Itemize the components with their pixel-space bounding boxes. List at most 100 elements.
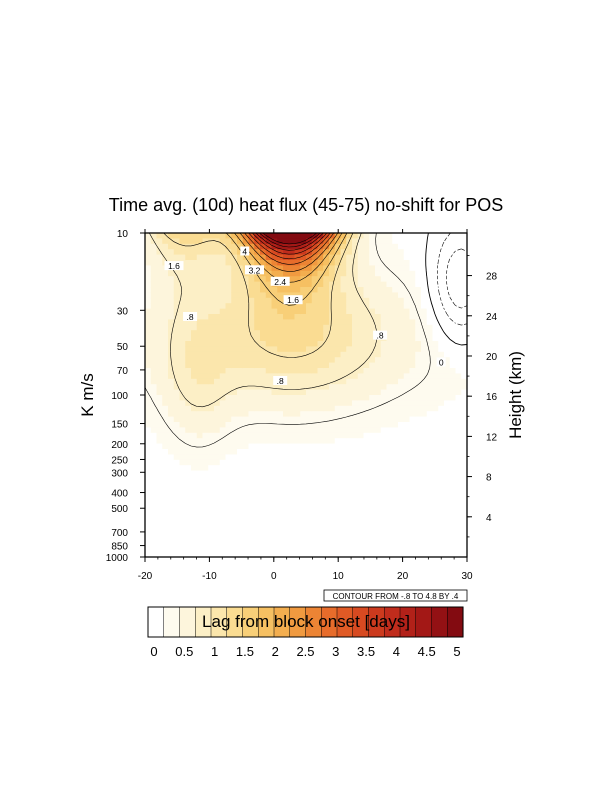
heatmap-cell (260, 346, 267, 353)
heatmap-cell (329, 459, 336, 466)
height-tick-label: 28 (486, 272, 498, 283)
heatmap-cell (409, 530, 416, 536)
heatmap-cell (398, 503, 405, 509)
heatmap-cell (386, 465, 393, 472)
heatmap-cell (294, 319, 301, 326)
heatmap-cell (398, 443, 405, 450)
heatmap-cell (214, 400, 221, 407)
heatmap-cell (357, 351, 365, 358)
heatmap-cell (208, 395, 215, 401)
heatmap-cell (334, 546, 342, 553)
heatmap-cell (386, 335, 393, 342)
heatmap-cell (260, 513, 267, 520)
heatmap-cell (196, 335, 204, 342)
heatmap-cell (162, 486, 169, 493)
heatmap-cell (202, 287, 209, 293)
heatmap-cell (357, 459, 365, 466)
heatmap-cell (334, 238, 342, 245)
heatmap-cell (415, 335, 422, 342)
heatmap-cell (444, 233, 451, 239)
heatmap-cell (150, 546, 158, 553)
heatmap-cell (225, 378, 232, 385)
heatmap-cell (156, 486, 163, 493)
heatmap-cell (300, 411, 307, 418)
heatmap-cell (375, 373, 382, 380)
heatmap-cell (317, 411, 324, 418)
heatmap-cell (398, 389, 405, 396)
heatmap-cell (173, 486, 181, 493)
heatmap-cell (311, 314, 319, 320)
contour-label: .8 (277, 376, 284, 386)
heatmap-cell (415, 308, 422, 315)
heatmap-cell (340, 438, 347, 445)
heatmap-cell (179, 454, 186, 461)
heatmap-cell (254, 459, 261, 466)
heatmap-cell (225, 551, 232, 557)
heatmap-cell (265, 384, 273, 391)
heatmap-cell (449, 308, 457, 315)
heatmap-cell (219, 470, 227, 477)
heatmap-cell (311, 438, 319, 445)
heatmap-cell (294, 432, 301, 439)
heatmap-cell (346, 508, 353, 515)
heatmap-cell (248, 432, 255, 439)
heatmap-cell (214, 389, 221, 396)
heatmap-cell (191, 551, 198, 557)
heatmap-cell (156, 276, 163, 283)
heatmap-cell (283, 249, 290, 256)
heatmap-cell (421, 351, 428, 358)
heatmap-cell (461, 335, 467, 342)
heatmap-cell (461, 346, 467, 353)
heatmap-cell (271, 454, 278, 461)
heatmap-cell (185, 416, 192, 423)
heatmap-cell (449, 486, 457, 493)
heatmap-cell (150, 341, 158, 347)
heatmap-cell (283, 308, 290, 315)
heatmap-cell (403, 481, 411, 488)
heatmap-cell (306, 270, 313, 277)
heatmap-cell (288, 238, 296, 245)
heatmap-cell (300, 281, 307, 288)
heatmap-cell (403, 427, 411, 434)
heatmap-cell (219, 416, 227, 423)
heatmap-cell (438, 330, 445, 337)
heatmap-cell (231, 254, 238, 261)
heatmap-cell (219, 314, 227, 320)
heatmap-cell (168, 449, 175, 455)
heatmap-cell (392, 513, 399, 520)
heatmap-cell (300, 276, 307, 283)
heatmap-cell (346, 443, 353, 450)
heatmap-cell (386, 432, 393, 439)
heatmap-cell (311, 351, 319, 358)
heatmap-cell (461, 416, 467, 423)
heatmap-cell (352, 519, 359, 526)
heatmap-cell (185, 335, 192, 342)
heatmap-cell (380, 373, 388, 380)
heatmap-cell (409, 492, 416, 499)
heatmap-cell (444, 270, 451, 277)
heatmap-cell (288, 459, 296, 466)
heatmap-cell (242, 341, 250, 347)
heatmap-cell (403, 297, 411, 304)
heatmap-cell (248, 254, 255, 261)
heatmap-cell (260, 341, 267, 347)
heatmap-cell (191, 508, 198, 515)
heatmap-cell (380, 551, 388, 557)
heatmap-cell (386, 324, 393, 331)
heatmap-cell (329, 427, 336, 434)
heatmap-cell (191, 400, 198, 407)
heatmap-cell (214, 481, 221, 488)
heatmap-cell (329, 454, 336, 461)
heatmap-cell (329, 389, 336, 396)
heatmap-cell (202, 378, 209, 385)
heatmap-cell (265, 470, 273, 477)
heatmap-cell (202, 351, 209, 358)
heatmap-cell (323, 503, 330, 509)
heatmap-cell (156, 351, 163, 358)
heatmap-cell (242, 432, 250, 439)
heatmap-cell (150, 233, 158, 239)
heatmap-cell (145, 546, 152, 553)
heatmap-cell (311, 243, 319, 250)
heatmap-cell (277, 432, 284, 439)
heatmap-cell (254, 540, 261, 547)
